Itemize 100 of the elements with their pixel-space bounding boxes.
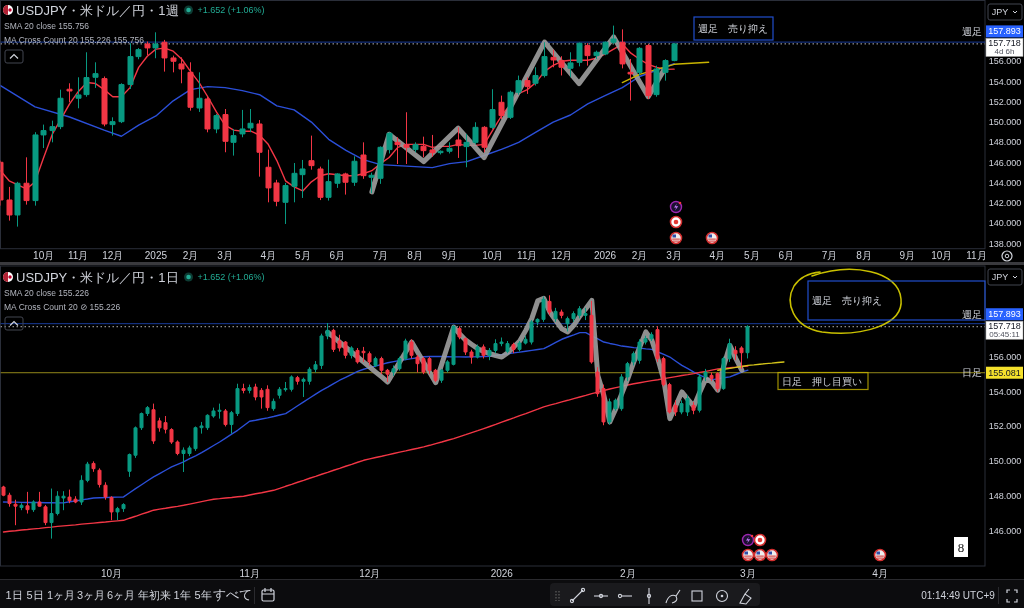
candlestick (437, 149, 444, 155)
candlestick (412, 141, 419, 153)
annotation: 週足 売り抑え (698, 23, 768, 34)
y-tick-label: 146.000 (988, 526, 1022, 537)
x-tick-label: 2026 (593, 249, 617, 261)
candlestick (91, 460, 96, 473)
candlestick (97, 467, 102, 489)
candlestick (367, 350, 372, 366)
candlestick (308, 135, 315, 171)
x-tick-label: 4月 (260, 249, 276, 261)
candlestick (691, 401, 696, 415)
candlestick (455, 126, 462, 159)
x-tick-label: 11月 (68, 249, 89, 261)
candlestick (511, 342, 516, 354)
annotation: MA Cross Count 20 ⊘ 155.226 (4, 302, 121, 312)
candlestick (653, 65, 660, 98)
candlestick (66, 82, 73, 103)
candlestick (481, 125, 488, 153)
x-tick-label: 7月 (821, 249, 838, 261)
candlestick (541, 41, 548, 78)
y-tick-label: 152.000 (988, 421, 1022, 432)
candlestick (295, 375, 300, 386)
candlestick (19, 502, 24, 511)
candlestick (187, 61, 194, 112)
text: JPY (991, 272, 1009, 282)
x-tick-label: 6月 (329, 249, 346, 261)
candlestick (671, 42, 678, 62)
candlestick (222, 108, 229, 153)
x-tick-label: 3月 (217, 249, 233, 261)
chart-title: USDJPY・米ドル／円・1週 (16, 2, 179, 18)
x-tick-label: 2025 (144, 249, 168, 261)
x-tick-label: 7月 (372, 249, 389, 261)
x-tick-label: 2026 (490, 568, 514, 579)
candlestick (14, 181, 21, 228)
x-tick-label: 9月 (441, 249, 458, 261)
candlestick (334, 172, 341, 189)
candlestick (593, 50, 600, 60)
text: 3ヶ月 (76, 589, 106, 601)
candlestick (745, 324, 750, 359)
y-tick-label: 156.000 (988, 351, 1022, 362)
candlestick (109, 116, 116, 137)
candlestick (368, 172, 375, 194)
chart-title: USDJPY・米ドル／円・1日 (16, 269, 179, 285)
x-tick-label: 9月 (899, 249, 916, 261)
candlestick (360, 141, 367, 180)
candlestick (524, 76, 531, 95)
x-tick-label: 12月 (359, 568, 381, 579)
annotation: SMA 20 close 155.756 (4, 21, 90, 31)
candlestick (498, 95, 505, 120)
y-tick-label: 150.000 (988, 456, 1022, 467)
y-tick-label: 154.000 (988, 76, 1022, 87)
text: 4d 6h (994, 46, 1015, 56)
candlestick (31, 499, 36, 513)
candlestick (170, 55, 177, 73)
x-tick-label: 6月 (778, 249, 795, 261)
y-tick-label: 142.000 (988, 198, 1022, 209)
ref-line-label: 157.893 (988, 309, 1021, 320)
ref-line-label: 157.718 (988, 321, 1021, 332)
x-tick-label: 2月 (620, 568, 636, 579)
line-series (0, 63, 675, 169)
annotation: 週足 売り抑え (812, 295, 882, 306)
candlestick (446, 141, 453, 154)
annotation: 週足 (962, 25, 982, 37)
x-tick-label: 12月 (102, 249, 124, 261)
candlestick (282, 182, 289, 225)
candlestick (553, 307, 558, 323)
x-tick-label: 5月 (294, 249, 311, 261)
candlestick (394, 136, 401, 165)
x-tick-label: 12月 (551, 249, 573, 261)
text: 6ヶ月 (106, 589, 136, 601)
x-tick-label: 4月 (709, 249, 726, 261)
text: すべて (212, 588, 252, 602)
candlestick (567, 51, 574, 78)
candlestick (271, 398, 276, 412)
candlestick (178, 56, 185, 84)
candlestick (13, 499, 18, 526)
y-tick-label: 152.000 (988, 96, 1022, 107)
text: JPY (991, 7, 1009, 17)
x-tick-label: 3月 (666, 249, 682, 261)
candlestick (351, 155, 358, 187)
candlestick (472, 121, 479, 145)
ref-line-label: 157.893 (988, 26, 1021, 37)
y-tick-label: 156.000 (988, 56, 1022, 67)
candlestick (92, 61, 99, 89)
candlestick (256, 119, 263, 178)
text: +1.652 (+1.06%) (197, 5, 265, 15)
candlestick (349, 345, 354, 359)
line-series (717, 361, 785, 371)
y-tick-label: 150.000 (988, 117, 1022, 128)
candlestick (196, 71, 203, 113)
candlestick (463, 133, 470, 168)
candlestick (627, 58, 634, 102)
ref-line-label: 155.081 (988, 367, 1021, 378)
candlestick (204, 96, 211, 133)
candlestick (247, 384, 252, 394)
annotation: MA Cross Count 20 155.226 155.756 (4, 35, 145, 45)
text: 05:45:11 (989, 329, 1021, 339)
candlestick (576, 42, 583, 67)
x-tick-label: 2月 (631, 249, 648, 261)
x-tick-label: 10月 (931, 249, 953, 261)
